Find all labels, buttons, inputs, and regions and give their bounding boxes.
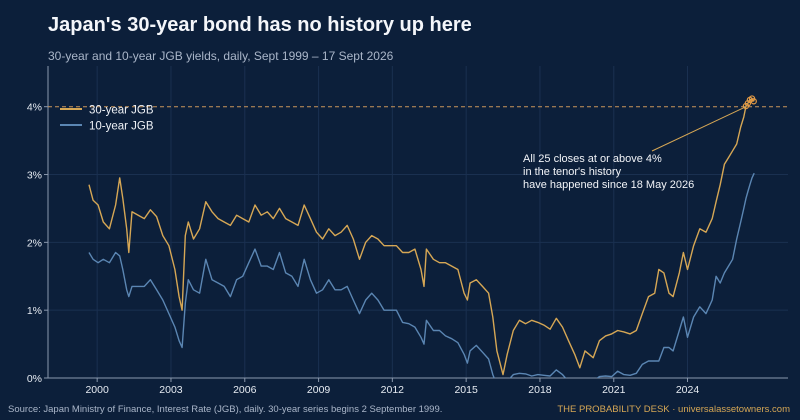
x-tick-label: 2018 bbox=[528, 384, 552, 396]
y-tick-label: 2% bbox=[27, 237, 42, 249]
source-note: Source: Japan Ministry of Finance, Inter… bbox=[8, 404, 443, 415]
annotation-line: in the tenor's history bbox=[523, 166, 622, 178]
y-axis: 0% 1% 2% 3% 4% bbox=[27, 66, 49, 385]
legend-item-10y: 10-year JGB bbox=[60, 121, 154, 133]
brand-credit: THE PROBABILITY DESK · universalassetown… bbox=[557, 404, 790, 415]
chart-legend: 30-year JGB 10-year JGB bbox=[60, 105, 154, 133]
x-tick-label: 2003 bbox=[159, 384, 183, 396]
series-line-10-year-jgb bbox=[88, 172, 755, 378]
series-group bbox=[88, 97, 755, 378]
legend-label-10y: 10-year JGB bbox=[89, 121, 154, 133]
annotation: All 25 closes at or above 4% in the teno… bbox=[523, 106, 747, 191]
x-tick-label: 2021 bbox=[602, 384, 626, 396]
highlight-point bbox=[750, 98, 757, 105]
annotation-arrow bbox=[651, 106, 747, 152]
x-tick-label: 2012 bbox=[381, 384, 405, 396]
page-subtitle: 30-year and 10-year JGB yields, daily, S… bbox=[48, 49, 394, 63]
legend-item-30y: 30-year JGB bbox=[60, 105, 154, 117]
chart-grid bbox=[48, 66, 788, 379]
x-tick-label: 2015 bbox=[454, 384, 478, 396]
annotation-text: All 25 closes at or above 4% in the teno… bbox=[523, 153, 694, 191]
x-tick-label: 2006 bbox=[233, 384, 257, 396]
annotation-line: All 25 closes at or above 4% bbox=[523, 153, 662, 165]
y-tick-label: 0% bbox=[27, 373, 42, 385]
x-tick-label: 2009 bbox=[307, 384, 331, 396]
x-axis: 2000 2003 2006 2009 2012 2015 2018 2021 2024 bbox=[48, 377, 788, 396]
y-tick-label: 4% bbox=[27, 102, 42, 114]
x-tick-label: 2000 bbox=[85, 384, 109, 396]
series-line-30-year-jgb bbox=[88, 97, 755, 376]
highlight-points bbox=[742, 95, 757, 110]
y-tick-label: 3% bbox=[27, 170, 42, 182]
page-title: Japan's 30-year bond has no history up h… bbox=[48, 14, 472, 36]
x-tick-label: 2024 bbox=[676, 384, 700, 396]
y-tick-label: 1% bbox=[27, 305, 42, 317]
annotation-line: have happened since 18 May 2026 bbox=[523, 179, 694, 191]
legend-label-30y: 30-year JGB bbox=[89, 105, 154, 117]
